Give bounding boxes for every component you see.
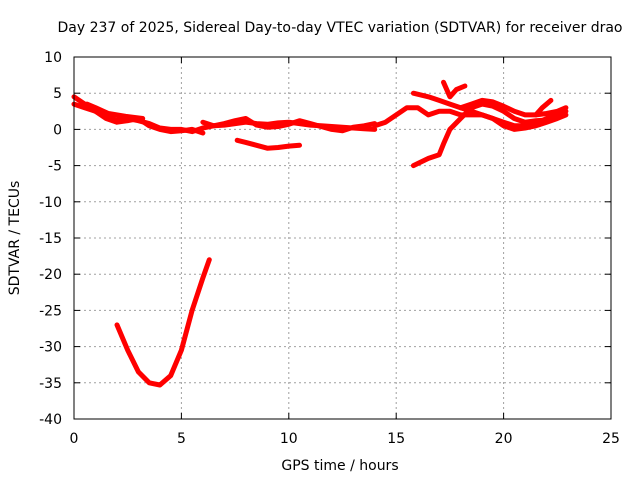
y-axis-title: SDTVAR / TECUs [7, 181, 23, 296]
x-tick-label: 25 [602, 431, 620, 447]
x-axis-title: GPS time / hours [281, 458, 398, 474]
y-tick-label: -40 [39, 412, 62, 428]
y-tick-label: -30 [39, 340, 62, 356]
series-arc-6 [200, 116, 378, 134]
y-tick-label: 10 [44, 50, 62, 66]
y-tick-label: -10 [39, 195, 62, 211]
y-tick-label: -20 [39, 267, 62, 283]
series-arc-5 [234, 137, 302, 151]
series-arc-11 [458, 105, 560, 129]
series-arc-3 [84, 101, 146, 121]
series-arc-4 [114, 257, 212, 388]
x-tick-label: 20 [495, 431, 513, 447]
y-tick-label: -35 [39, 376, 62, 392]
series-arc-8 [410, 90, 569, 118]
x-tick-label: 5 [177, 431, 186, 447]
series-arc-10 [441, 79, 468, 100]
x-tick-label: 15 [387, 431, 405, 447]
y-tick-label: 0 [53, 122, 62, 138]
y-tick-labels: -40 -35 -30 -25 -20 -15 -10 -5 0 5 10 [39, 50, 62, 428]
y-tick-label: -15 [39, 231, 62, 247]
chart-title: Day 237 of 2025, Sidereal Day-to-day VTE… [57, 20, 622, 36]
y-tick-label: 5 [53, 86, 62, 102]
series-arc-12 [533, 97, 554, 118]
tick-marks [73, 56, 612, 420]
x-tick-labels: 0 5 10 15 20 25 [70, 431, 620, 447]
x-tick-label: 0 [70, 431, 79, 447]
series-layer [71, 79, 569, 388]
y-tick-label: -5 [48, 159, 62, 175]
x-tick-label: 10 [280, 431, 298, 447]
y-tick-label: -25 [39, 303, 62, 319]
grid-lines [74, 57, 611, 419]
